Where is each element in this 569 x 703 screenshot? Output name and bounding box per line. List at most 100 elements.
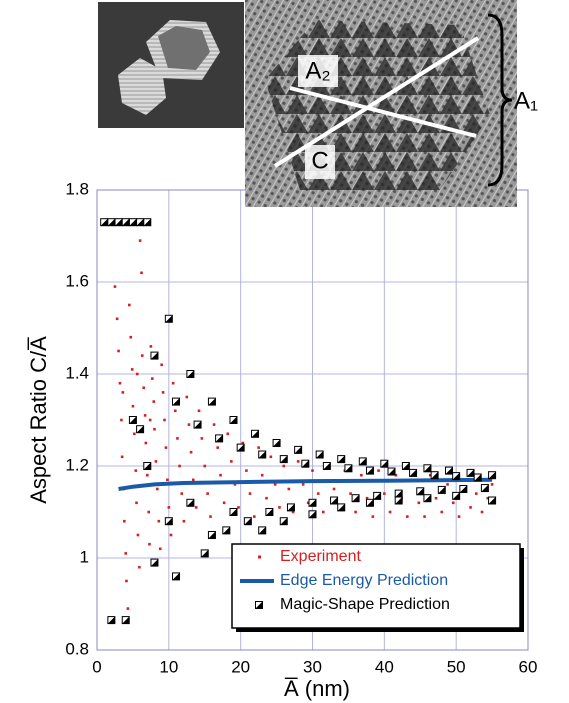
experiment-point bbox=[148, 542, 151, 546]
magic-point bbox=[265, 508, 274, 516]
magic-point bbox=[136, 218, 145, 227]
experiment-point bbox=[185, 395, 189, 399]
experiment-point bbox=[354, 510, 357, 514]
magic-point bbox=[243, 517, 252, 526]
marker-half bbox=[488, 471, 496, 479]
magic-point bbox=[186, 370, 195, 378]
experiment-point bbox=[245, 469, 248, 472]
experiment-point bbox=[178, 464, 181, 468]
magic-point bbox=[207, 397, 216, 406]
experiment-point bbox=[216, 446, 219, 449]
experiment-point bbox=[124, 552, 128, 555]
x-tick-label: 50 bbox=[447, 657, 466, 676]
magic-point bbox=[315, 450, 324, 459]
experiment-point bbox=[209, 515, 212, 518]
experiment-point bbox=[291, 510, 295, 514]
marker-half bbox=[150, 352, 158, 360]
x-axis-label: A̅ (nm) bbox=[284, 676, 350, 701]
experiment-point bbox=[260, 473, 264, 477]
marker-half bbox=[309, 499, 316, 507]
marker-half bbox=[244, 517, 252, 525]
experiment-point bbox=[253, 515, 256, 518]
y-tick-label: 1.8 bbox=[65, 179, 89, 198]
experiment-point bbox=[332, 487, 336, 491]
experiment-point bbox=[206, 492, 209, 495]
marker-half bbox=[208, 398, 216, 406]
experiment-point bbox=[160, 363, 163, 367]
magic-point bbox=[380, 459, 389, 468]
magic-point bbox=[365, 466, 374, 475]
experiment-point bbox=[113, 285, 117, 288]
magic-point bbox=[150, 351, 159, 360]
marker-half bbox=[373, 492, 381, 500]
experiment-point bbox=[131, 404, 135, 408]
experiment-point bbox=[135, 372, 139, 376]
marker-half bbox=[215, 434, 223, 442]
experiment-point bbox=[143, 414, 147, 417]
magic-point bbox=[365, 498, 374, 507]
experiment-point bbox=[151, 377, 154, 380]
marker-half bbox=[150, 559, 158, 567]
magic-point bbox=[351, 494, 360, 503]
marker-half bbox=[294, 446, 302, 454]
magic-point bbox=[258, 450, 267, 459]
marker-half bbox=[165, 315, 173, 323]
magic-point bbox=[437, 485, 446, 494]
experiment-point bbox=[134, 469, 138, 472]
experiment-point bbox=[371, 515, 375, 518]
experiment-point bbox=[142, 386, 145, 390]
experiment-point bbox=[120, 418, 123, 422]
experiment-point bbox=[145, 473, 149, 477]
experiment-point bbox=[121, 391, 125, 394]
inset-left bbox=[98, 2, 244, 128]
magic-point bbox=[409, 468, 418, 477]
marker-half bbox=[316, 451, 324, 458]
experiment-point bbox=[161, 391, 165, 394]
experiment-point bbox=[237, 506, 240, 509]
plot: 0 10 20 30 40 50 60 0.8 1 1.2 1.4 1.6 1.8 bbox=[65, 179, 537, 676]
magic-point bbox=[272, 439, 281, 447]
magic-point bbox=[337, 455, 346, 464]
magic-point bbox=[423, 494, 432, 503]
magic-point bbox=[394, 496, 403, 505]
experiment-point bbox=[233, 483, 237, 486]
marker-half bbox=[280, 517, 288, 525]
experiment-point bbox=[265, 496, 268, 500]
experiment-point bbox=[133, 432, 136, 436]
marker-half bbox=[208, 531, 216, 539]
experiment-point bbox=[365, 496, 369, 500]
marker-half bbox=[229, 416, 237, 424]
experiment-point bbox=[180, 492, 184, 495]
marker-half bbox=[136, 425, 144, 433]
magic-point bbox=[279, 517, 288, 526]
experiment-point bbox=[144, 441, 148, 445]
experiment-point bbox=[122, 519, 126, 523]
experiment-point bbox=[486, 496, 490, 500]
magic-point bbox=[473, 473, 482, 482]
marker-half bbox=[143, 218, 151, 226]
experiment-point bbox=[182, 519, 186, 523]
experiment-point bbox=[349, 492, 352, 495]
marker-half bbox=[452, 492, 460, 500]
experiment-point bbox=[169, 533, 173, 537]
legend-marker bbox=[255, 601, 263, 609]
marker-half bbox=[258, 451, 266, 458]
experiment-point bbox=[128, 303, 131, 307]
legend-marker bbox=[258, 555, 261, 559]
marker-half bbox=[380, 460, 388, 468]
marker-half bbox=[273, 439, 281, 447]
experiment-point bbox=[187, 423, 191, 426]
magic-point bbox=[466, 468, 475, 477]
inset-right: A₂ C A₁ bbox=[245, 0, 538, 207]
marker-half bbox=[366, 467, 374, 475]
magic-point bbox=[172, 572, 181, 581]
x-tick-label: 40 bbox=[375, 657, 394, 676]
marker-half bbox=[229, 508, 237, 516]
experiment-point bbox=[429, 473, 432, 477]
experiment-point bbox=[115, 317, 119, 321]
marker-half bbox=[352, 494, 360, 502]
experiment-point bbox=[490, 483, 494, 486]
marker-half bbox=[481, 484, 489, 492]
marker-half bbox=[194, 421, 202, 429]
experiment-point bbox=[360, 473, 363, 477]
